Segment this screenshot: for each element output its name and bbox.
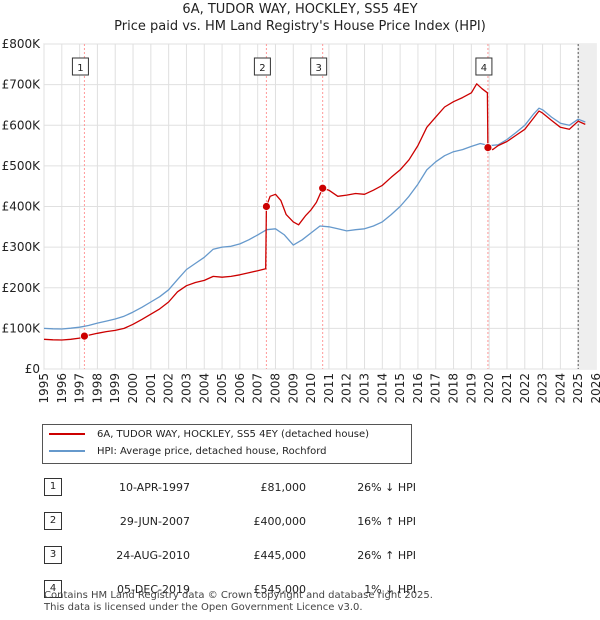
y-axis-ticks: £0 £100K £200K £300K £400K £500K £600K £700K £80…: [2, 37, 42, 376]
property-series-line: [43, 83, 586, 341]
sale-date: 05-DEC-2019: [116, 582, 190, 596]
x-tick-label: 2022: [518, 373, 532, 404]
sale-hpi-diff: 16% ↑ HPI: [357, 514, 416, 528]
sale-marker-box: [475, 57, 493, 76]
future-shade: [577, 44, 596, 369]
sale-marker-label: 4: [481, 63, 487, 74]
x-tick-label: 2012: [340, 373, 354, 404]
sale-marker-labels: 1 2 3 4: [71, 57, 493, 76]
sale-price: £400,000: [253, 514, 307, 528]
y-tick-label: £500K: [2, 159, 42, 173]
series-lines: [43, 83, 586, 341]
y-tick-label: £700K: [2, 78, 42, 92]
x-tick-label: 2014: [375, 373, 389, 404]
footer-license: This data is licensed under the Open Gov…: [44, 602, 363, 613]
x-tick-label: 2000: [126, 373, 140, 404]
sale-marker-label: 3: [315, 63, 321, 74]
x-tick-label: 2017: [429, 373, 443, 404]
x-tick-label: 2026: [589, 373, 600, 404]
table-row: 4 05-DEC-2019 £545,000 1% ↓ HPI: [40, 572, 416, 606]
x-tick-label: 2009: [286, 373, 300, 404]
sale-date: 10-APR-1997: [118, 480, 190, 494]
sale-point: [80, 331, 89, 341]
table-row: 3 24-AUG-2010 £445,000 26% ↑ HPI: [40, 538, 416, 572]
sale-marker-label: 1: [77, 63, 83, 74]
x-tick-label: 2011: [322, 373, 336, 404]
x-tick-label: 2006: [233, 373, 247, 404]
x-tick-label: 2001: [144, 373, 158, 404]
footer-copyright: Contains HM Land Registry data © Crown c…: [44, 590, 433, 601]
sale-hpi-diff: 1% ↓ HPI: [364, 582, 416, 596]
sale-number-badge: 2: [44, 512, 62, 530]
x-tick-label: 2010: [304, 373, 318, 404]
sale-marker-box: [253, 57, 271, 76]
x-tick-label: 2021: [500, 373, 514, 404]
sale-point: [483, 143, 493, 152]
grid-lines: [43, 43, 597, 370]
sale-number-badge: 4: [44, 580, 62, 598]
legend-label-property: 6A, TUDOR WAY, HOCKLEY, SS5 4EY (detache…: [97, 429, 370, 440]
sale-date: 24-AUG-2010: [116, 548, 190, 562]
sale-point: [262, 202, 271, 211]
sale-hpi-diff: 26% ↓ HPI: [357, 480, 416, 494]
x-tick-label: 2008: [268, 373, 282, 404]
hpi-series-line: [43, 107, 586, 330]
legend-swatch-hpi: [49, 450, 85, 452]
x-tick-label: 1995: [37, 373, 51, 404]
chart-subtitle: Price paid vs. HM Land Registry's House …: [114, 19, 486, 34]
table-row: 2 29-JUN-2007 £400,000 16% ↑ HPI: [40, 504, 416, 538]
y-tick-label: £200K: [2, 281, 42, 295]
sale-price: £545,000: [253, 582, 307, 596]
sale-number-badge: 1: [44, 478, 62, 496]
x-tick-label: 2015: [393, 373, 407, 404]
footer: Contains HM Land Registry data © Crown c…: [44, 590, 433, 614]
sale-date: 29-JUN-2007: [119, 514, 190, 528]
sale-points: [80, 143, 493, 341]
sale-point: [318, 183, 328, 193]
y-tick-label: £400K: [2, 200, 42, 214]
x-tick-label: 2005: [215, 373, 229, 404]
y-tick-label: £100K: [2, 321, 42, 335]
legend-item-hpi: HPI: Average price, detached house, Roch…: [49, 444, 327, 460]
chart-title: 6A, TUDOR WAY, HOCKLEY, SS5 4EY: [182, 2, 418, 17]
sale-number-badge: 3: [44, 546, 62, 564]
legend-item-property: 6A, TUDOR WAY, HOCKLEY, SS5 4EY (detache…: [49, 427, 369, 443]
price-chart: 1 2 3 4 £0 £100K £200K £300K £400K £500K £600K £70…: [2, 37, 600, 404]
legend-swatch-property: [49, 433, 85, 435]
x-tick-label: 2004: [197, 373, 211, 404]
x-axis-ticks: 1995 1996 1997 1998 1999 2000 2001 2002 2003 2004…: [37, 373, 600, 404]
x-tick-label: 2024: [553, 373, 567, 404]
x-tick-label: 2007: [251, 373, 265, 404]
x-tick-label: 2018: [447, 373, 461, 404]
forecast-shade: [578, 44, 596, 369]
legend: 6A, TUDOR WAY, HOCKLEY, SS5 4EY (detache…: [42, 424, 412, 464]
y-tick-label: £0: [25, 362, 40, 376]
x-tick-label: 2020: [482, 373, 496, 404]
table-row: 1 10-APR-1997 £81,000 26% ↓ HPI: [40, 470, 416, 504]
sales-table: 1 10-APR-1997 £81,000 26% ↓ HPI 2 29-JUN…: [40, 470, 416, 606]
sale-hpi-diff: 26% ↑ HPI: [357, 548, 416, 562]
x-tick-label: 1997: [73, 373, 87, 404]
x-tick-label: 2019: [464, 373, 478, 404]
sale-marker-box: [71, 57, 89, 76]
x-tick-label: 2013: [358, 373, 372, 404]
x-tick-label: 2016: [411, 373, 425, 404]
x-tick-label: 2025: [571, 373, 585, 404]
y-tick-label: £800K: [2, 37, 42, 51]
x-tick-label: 2003: [179, 373, 193, 404]
sale-price: £445,000: [253, 548, 307, 562]
y-tick-label: £300K: [2, 240, 42, 254]
x-tick-label: 1999: [108, 373, 122, 404]
x-tick-label: 1998: [90, 373, 104, 404]
x-tick-label: 2023: [536, 373, 550, 404]
x-tick-label: 2002: [162, 373, 176, 404]
legend-label-hpi: HPI: Average price, detached house, Roch…: [97, 446, 327, 457]
x-tick-label: 1996: [55, 373, 69, 404]
y-tick-label: £600K: [2, 118, 42, 132]
sale-price: £81,000: [260, 480, 307, 494]
sale-marker-box: [310, 57, 328, 76]
sale-marker-label: 2: [259, 63, 265, 74]
